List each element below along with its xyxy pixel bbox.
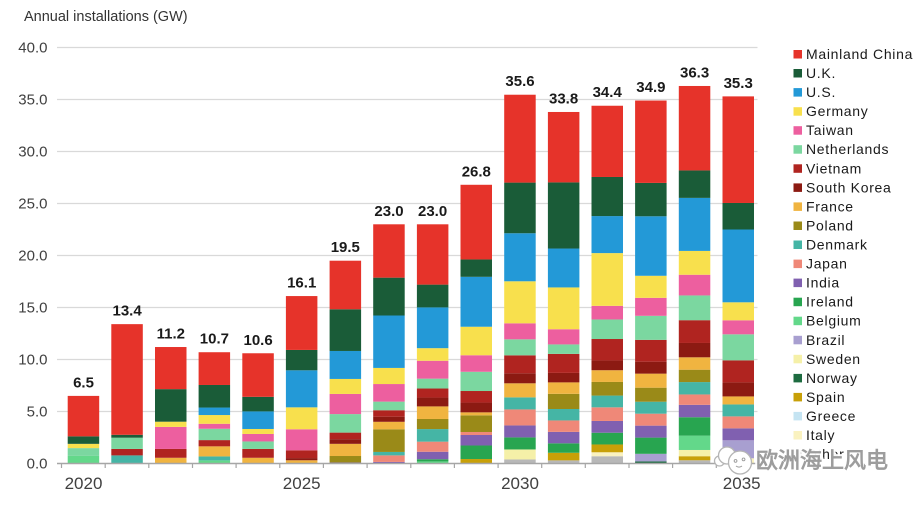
svg-text:23.0: 23.0 bbox=[418, 203, 447, 220]
svg-text:30.0: 30.0 bbox=[18, 144, 47, 161]
svg-text:Taiwan: Taiwan bbox=[806, 122, 854, 138]
svg-text:India: India bbox=[806, 275, 840, 291]
svg-text:40.0: 40.0 bbox=[18, 40, 47, 57]
svg-text:South Korea: South Korea bbox=[806, 179, 892, 195]
svg-text:35.6: 35.6 bbox=[505, 73, 534, 90]
svg-text:2035: 2035 bbox=[723, 474, 761, 493]
svg-text:Poland: Poland bbox=[806, 218, 854, 234]
svg-text:Netherlands: Netherlands bbox=[806, 141, 889, 157]
svg-text:34.4: 34.4 bbox=[593, 84, 623, 101]
svg-text:U.S.: U.S. bbox=[806, 84, 836, 100]
svg-text:36.3: 36.3 bbox=[680, 65, 709, 82]
svg-text:U.K.: U.K. bbox=[806, 65, 836, 81]
svg-text:2025: 2025 bbox=[283, 474, 321, 493]
svg-text:33.8: 33.8 bbox=[549, 91, 578, 108]
svg-text:France: France bbox=[806, 198, 854, 214]
svg-text:0.0: 0.0 bbox=[27, 456, 48, 473]
svg-text:5.0: 5.0 bbox=[27, 404, 48, 421]
svg-text:欧洲海上风电: 欧洲海上风电 bbox=[756, 448, 888, 473]
svg-text:Denmark: Denmark bbox=[806, 237, 868, 253]
svg-text:16.1: 16.1 bbox=[287, 275, 316, 292]
svg-text:20.0: 20.0 bbox=[18, 248, 47, 265]
svg-text:2030: 2030 bbox=[501, 474, 539, 493]
svg-text:Other: Other bbox=[806, 446, 845, 462]
svg-text:11.2: 11.2 bbox=[157, 326, 185, 343]
svg-text:26.8: 26.8 bbox=[462, 163, 491, 180]
svg-text:23.0: 23.0 bbox=[374, 203, 403, 220]
svg-text:10.6: 10.6 bbox=[243, 332, 272, 349]
svg-text:Spain: Spain bbox=[806, 389, 845, 405]
svg-text:34.9: 34.9 bbox=[636, 79, 665, 96]
svg-text:Annual installations (GW): Annual installations (GW) bbox=[24, 9, 188, 25]
svg-text:35.0: 35.0 bbox=[18, 92, 47, 109]
svg-text:6.5: 6.5 bbox=[73, 374, 94, 391]
svg-text:Greece: Greece bbox=[806, 408, 856, 424]
svg-text:25.0: 25.0 bbox=[18, 196, 47, 213]
svg-text:Mainland China: Mainland China bbox=[806, 46, 913, 62]
svg-text:2020: 2020 bbox=[65, 474, 103, 493]
svg-text:Ireland: Ireland bbox=[806, 294, 854, 310]
svg-text:Brazil: Brazil bbox=[806, 332, 845, 348]
svg-text:Germany: Germany bbox=[806, 103, 868, 119]
svg-text:13.4: 13.4 bbox=[112, 303, 142, 320]
svg-text:19.5: 19.5 bbox=[331, 239, 360, 256]
svg-text:Japan: Japan bbox=[806, 256, 848, 272]
svg-text:Norway: Norway bbox=[806, 370, 858, 386]
svg-text:10.7: 10.7 bbox=[200, 331, 229, 348]
svg-text:35.3: 35.3 bbox=[724, 75, 753, 92]
svg-text:Vietnam: Vietnam bbox=[806, 160, 862, 176]
svg-text:10.0: 10.0 bbox=[18, 352, 47, 369]
svg-text:Sweden: Sweden bbox=[806, 351, 861, 367]
svg-text:Italy: Italy bbox=[806, 427, 835, 443]
svg-text:欧洲海上风电: 欧洲海上风电 bbox=[756, 448, 888, 473]
svg-text:Belgium: Belgium bbox=[806, 313, 861, 329]
svg-text:15.0: 15.0 bbox=[18, 300, 47, 317]
